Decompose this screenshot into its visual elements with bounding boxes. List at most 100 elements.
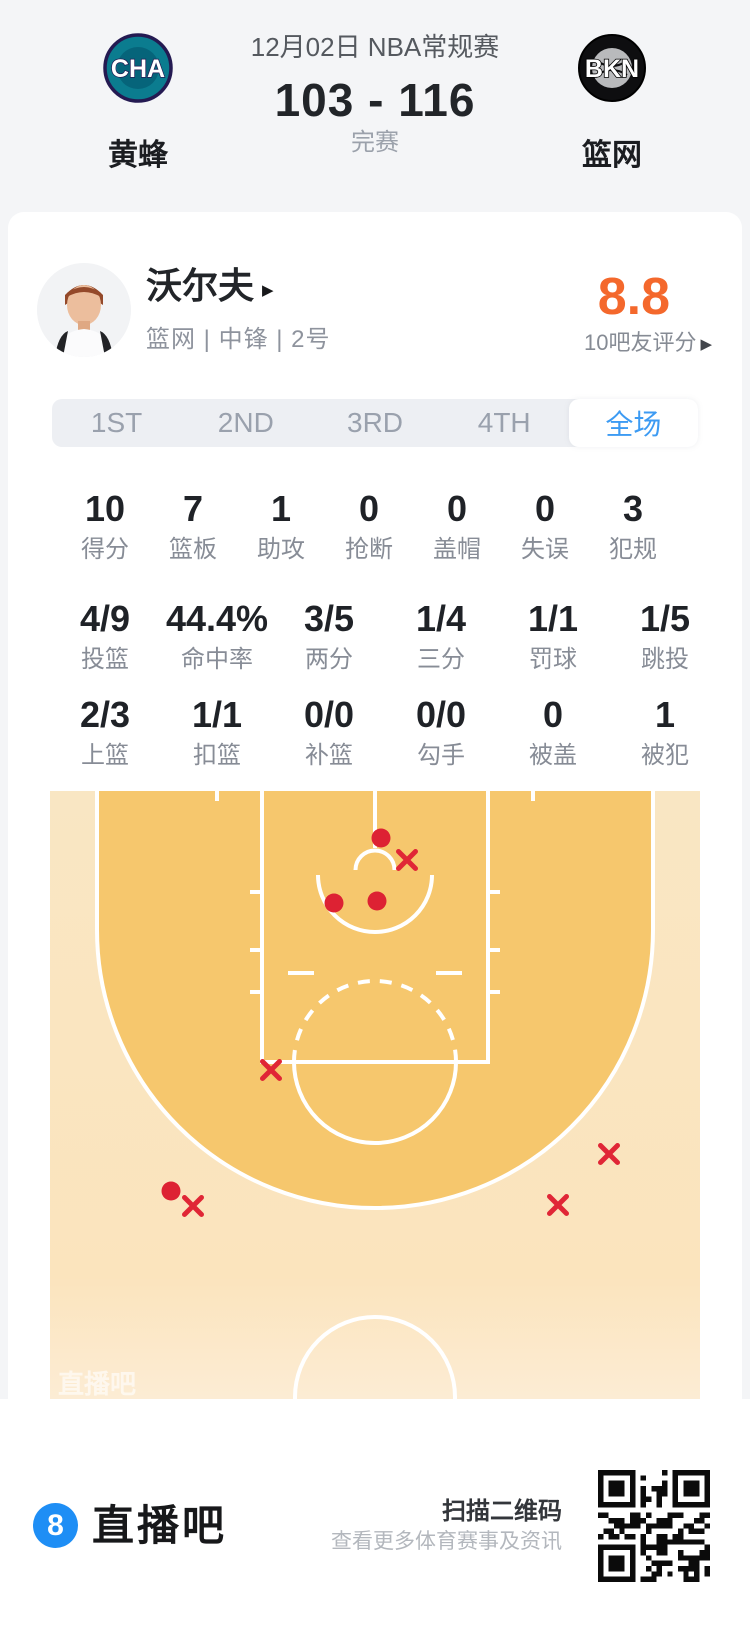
stat-两分: 3/5 两分: [273, 597, 385, 677]
stat-上篮: 2/3 上篮: [49, 693, 161, 773]
tab-2ND[interactable]: 2ND: [217, 407, 274, 438]
shot-missed-x: [547, 1194, 569, 1216]
stat-盖帽: 0 盖帽: [413, 487, 501, 567]
stat-犯规: 3 犯规: [589, 487, 677, 567]
stat-被盖: 0 被盖: [497, 693, 609, 773]
player-rating: 8.8: [597, 268, 670, 326]
stat-value: 1/4: [415, 598, 467, 639]
lane-hash-marks: [250, 890, 500, 994]
shot-missed-x: [260, 1059, 282, 1081]
stat-value: 1: [270, 488, 292, 529]
stat-label: 三分: [417, 646, 465, 673]
stat-value: 0/0: [303, 694, 355, 735]
free-throw-circle-solid: [292, 1061, 458, 1145]
stat-label: 勾手: [417, 742, 465, 769]
away-team-abbr: BKN: [585, 55, 639, 83]
player-name-text: 沃尔夫: [146, 265, 255, 306]
stats-row-main: 10 得分 7 篮板 1 助攻 0 抢断 0 盖帽 0 失误 3 犯规: [61, 487, 677, 567]
rating-source-text: 10吧友评分: [583, 330, 697, 355]
stat-得分: 10 得分: [61, 487, 149, 567]
player-avatar[interactable]: [37, 263, 131, 357]
stat-补篮: 0/0 补篮: [273, 693, 385, 773]
stat-被犯: 1 被犯: [609, 693, 721, 773]
shot-made-dot: [161, 1181, 181, 1201]
stat-value: 1: [654, 694, 676, 735]
shot-missed-x: [182, 1195, 204, 1217]
stat-value: 0: [446, 488, 468, 529]
shot-chart: 直播吧: [50, 791, 700, 1479]
stat-value: 1/1: [191, 694, 243, 735]
stat-投篮: 4/9 投篮: [49, 597, 161, 677]
stat-label: 助攻: [257, 536, 305, 563]
stat-label: 被盖: [529, 742, 577, 769]
stat-篮板: 7 篮板: [149, 487, 237, 567]
stat-label: 跳投: [641, 646, 689, 673]
stats-row-shooting: 4/9 投篮 44.4% 命中率 3/5 两分 1/4 三分 1/1 罚球 1/5 跳投: [49, 597, 721, 677]
stat-value: 1/5: [639, 598, 691, 639]
stat-label: 抢断: [345, 536, 393, 563]
stat-value: 0: [542, 694, 564, 735]
away-team-name[interactable]: 篮网: [582, 139, 642, 172]
rim-arc: [353, 848, 397, 871]
stat-value: 0: [358, 488, 380, 529]
stat-label: 两分: [305, 646, 353, 673]
scan-qr-title: 扫描二维码: [442, 1498, 562, 1525]
stat-value: 2/3: [79, 694, 131, 735]
stat-抢断: 0 抢断: [325, 487, 413, 567]
stat-助攻: 1 助攻: [237, 487, 325, 567]
stat-label: 罚球: [529, 646, 577, 673]
free-throw-lane: [260, 791, 490, 1064]
tab-1ST[interactable]: 1ST: [90, 407, 143, 438]
stat-value: 4/9: [79, 598, 131, 639]
stat-label: 命中率: [181, 646, 253, 673]
rating-source-link[interactable]: 10吧友评分 ▶: [440, 330, 712, 358]
stat-value: 0/0: [415, 694, 467, 735]
tab-全场[interactable]: 全场: [568, 399, 699, 447]
restricted-area-arc: [316, 874, 434, 934]
stat-跳投: 1/5 跳投: [609, 597, 721, 677]
stat-勾手: 0/0 勾手: [385, 693, 497, 773]
stat-value: 0: [534, 488, 556, 529]
stat-label: 上篮: [81, 742, 129, 769]
game-status: 完赛: [351, 129, 399, 156]
player-name[interactable]: 沃尔夫 ▶: [146, 266, 274, 311]
shot-made-dot: [324, 893, 344, 913]
shot-made-dot: [367, 891, 387, 911]
stats-row-detail: 2/3 上篮 1/1 扣篮 0/0 补篮 0/0 勾手 0 被盖 1 被犯: [49, 693, 721, 773]
tab-4TH[interactable]: 4TH: [477, 407, 531, 438]
stat-扣篮: 1/1 扣篮: [161, 693, 273, 773]
stat-label: 篮板: [169, 536, 217, 563]
zhibo8-logo-icon: 8: [33, 1503, 78, 1548]
home-team-logo[interactable]: CHA: [103, 33, 173, 103]
qr-code: [598, 1470, 710, 1582]
shot-made-dot: [371, 828, 391, 848]
stat-label: 盖帽: [433, 536, 481, 563]
away-team-logo[interactable]: BKN: [577, 33, 647, 103]
stat-label: 犯规: [609, 536, 657, 563]
stat-label: 扣篮: [193, 742, 241, 769]
home-team-abbr: CHA: [111, 55, 165, 83]
stat-label: 失误: [521, 536, 569, 563]
stat-label: 得分: [81, 536, 129, 563]
stat-value: 10: [84, 488, 126, 529]
three-point-line: [95, 791, 655, 1210]
quarter-tab-bar: 1ST 2ND 3RD 4TH 全场: [52, 399, 699, 447]
stat-value: 1/1: [527, 598, 579, 639]
stat-value: 3: [622, 488, 644, 529]
scan-qr-subtitle: 查看更多体育赛事及资讯: [331, 1530, 562, 1553]
stat-value: 44.4%: [165, 598, 269, 639]
stat-value: 7: [182, 488, 204, 529]
zhibo8-logo-text: 直播吧: [92, 1502, 228, 1549]
tab-3RD[interactable]: 3RD: [347, 407, 404, 438]
court-watermark: 直播吧: [58, 1369, 136, 1399]
stat-命中率: 44.4% 命中率: [161, 597, 273, 677]
stat-三分: 1/4 三分: [385, 597, 497, 677]
player-name-arrow-icon: ▶: [262, 282, 274, 299]
shot-missed-x: [598, 1143, 620, 1165]
stat-罚球: 1/1 罚球: [497, 597, 609, 677]
player-meta: 篮网 | 中锋 | 2号: [146, 326, 331, 353]
stat-label: 被犯: [641, 742, 689, 769]
home-team-name[interactable]: 黄蜂: [108, 139, 168, 172]
baseline-ticks: [215, 791, 535, 801]
